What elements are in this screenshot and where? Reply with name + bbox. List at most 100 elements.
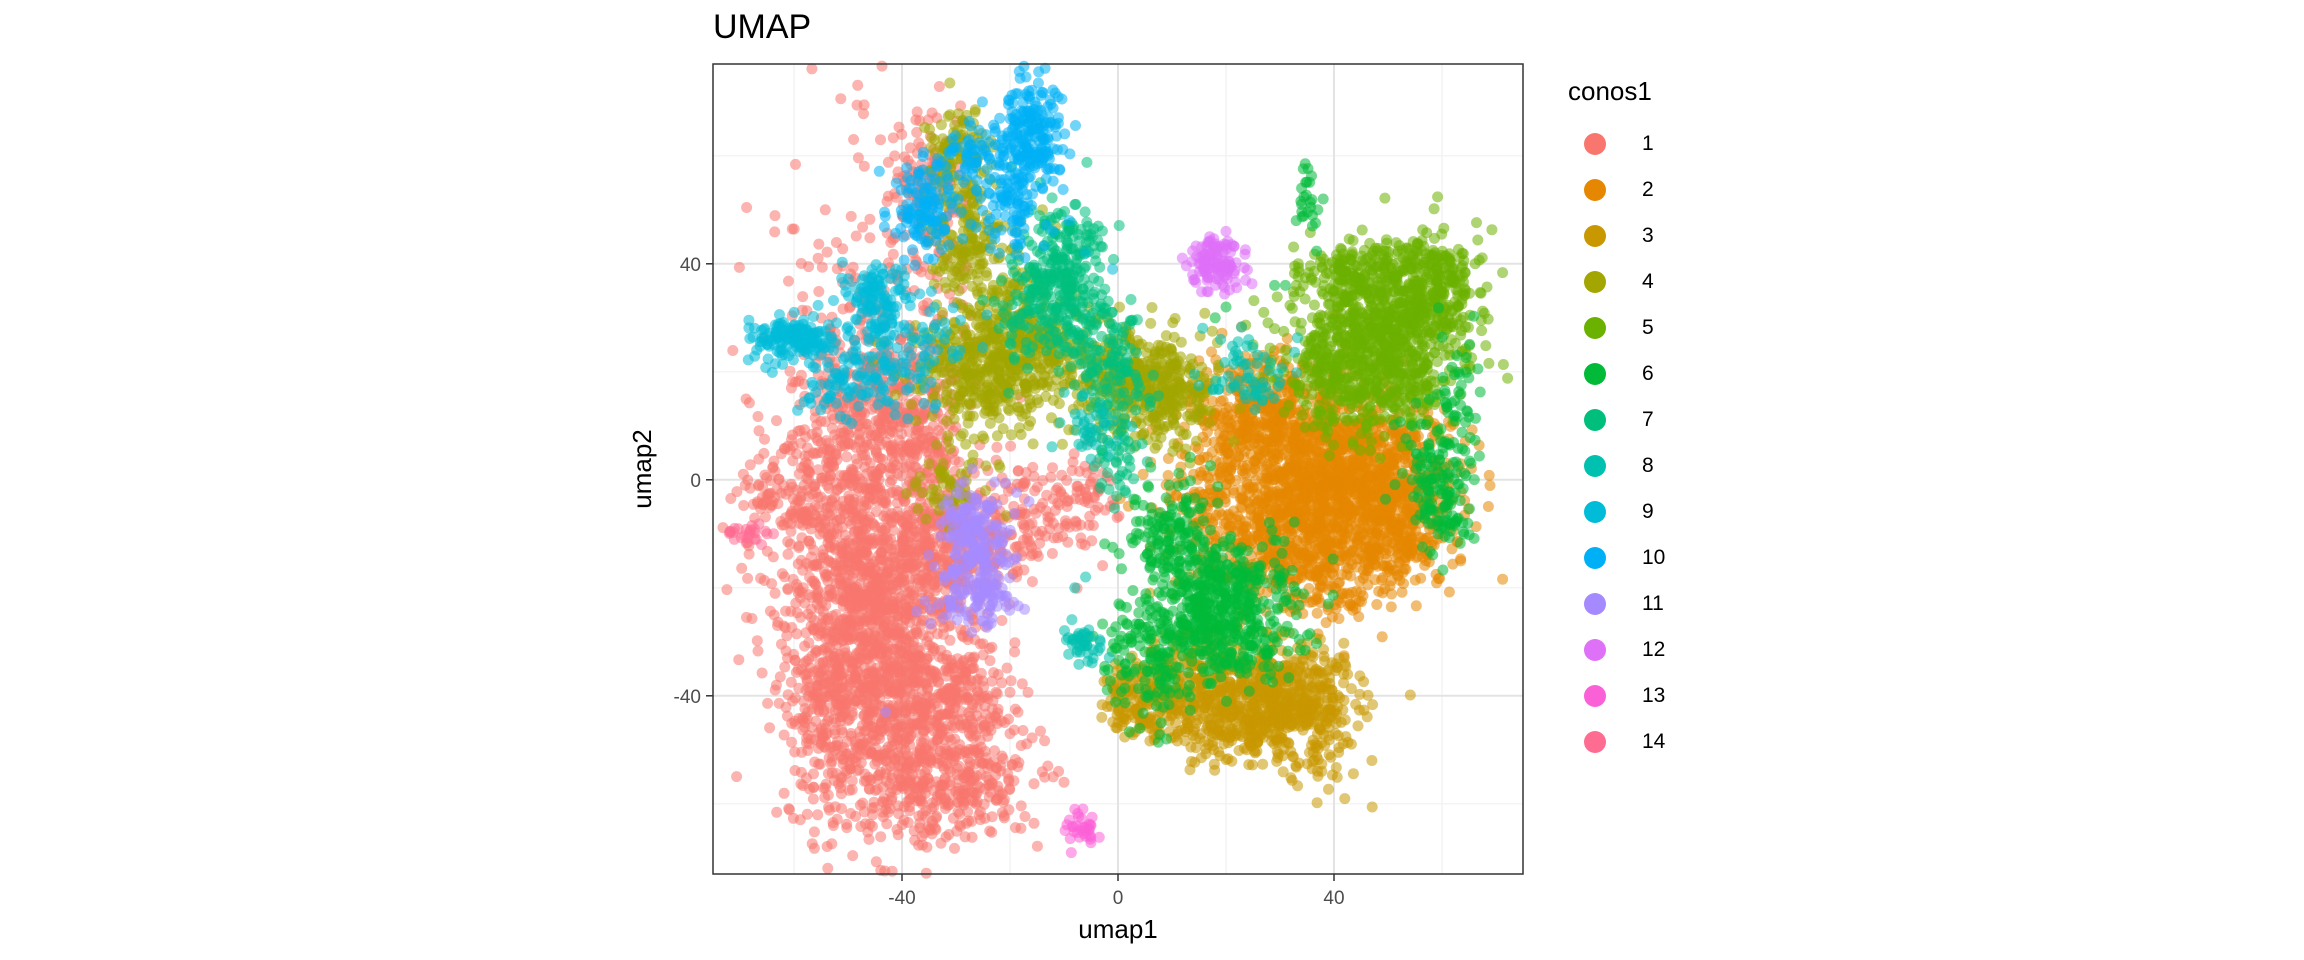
point-cluster-1 — [860, 523, 872, 535]
point-cluster-1 — [1016, 678, 1028, 690]
point-cluster-1 — [915, 790, 927, 802]
point-cluster-1 — [917, 753, 929, 765]
point-cluster-1 — [903, 794, 915, 806]
point-cluster-1 — [918, 710, 930, 722]
point-cluster-1 — [798, 506, 810, 518]
point-cluster-1 — [848, 583, 860, 595]
point-cluster-1 — [818, 657, 830, 669]
point-cluster-1 — [876, 60, 888, 72]
point-cluster-1 — [889, 629, 900, 640]
point-cluster-1 — [914, 580, 926, 592]
point-cluster-1 — [949, 842, 960, 854]
point-cluster-1 — [876, 463, 888, 475]
point-cluster-1 — [810, 715, 822, 727]
point-cluster-1 — [799, 703, 811, 715]
point-cluster-1 — [1042, 515, 1054, 527]
point-cluster-1 — [786, 736, 798, 748]
point-cluster-2 — [1385, 601, 1397, 613]
point-cluster-1 — [858, 160, 870, 172]
data-points — [717, 60, 1514, 879]
point-cluster-1 — [779, 571, 791, 583]
point-cluster-1 — [721, 584, 733, 596]
point-cluster-1 — [873, 414, 885, 426]
point-cluster-1 — [837, 596, 849, 607]
point-cluster-1 — [850, 602, 862, 614]
point-cluster-1 — [873, 432, 884, 444]
point-cluster-1 — [850, 230, 862, 242]
point-cluster-1 — [827, 817, 839, 829]
point-cluster-1 — [819, 204, 831, 216]
point-cluster-1 — [808, 781, 820, 793]
point-cluster-1 — [762, 697, 774, 709]
point-cluster-1 — [803, 261, 815, 273]
point-cluster-1 — [803, 637, 815, 649]
point-cluster-1 — [971, 770, 982, 782]
point-cluster-1 — [968, 651, 980, 663]
point-cluster-1 — [948, 755, 960, 767]
point-cluster-1 — [905, 436, 917, 448]
point-cluster-1 — [743, 548, 755, 560]
point-cluster-1 — [852, 652, 864, 664]
point-cluster-1 — [852, 152, 864, 164]
point-cluster-1 — [782, 548, 794, 560]
point-cluster-1 — [798, 461, 810, 472]
point-cluster-1 — [843, 427, 855, 439]
point-cluster-1 — [871, 596, 883, 608]
point-cluster-1 — [1057, 530, 1069, 542]
point-cluster-1 — [773, 697, 785, 709]
point-cluster-1 — [771, 483, 783, 495]
point-cluster-1 — [895, 682, 907, 694]
point-cluster-1 — [980, 708, 991, 720]
point-cluster-1 — [863, 427, 875, 438]
point-cluster-1 — [1015, 800, 1027, 812]
point-cluster-1 — [866, 537, 878, 549]
point-cluster-1 — [845, 210, 857, 222]
point-cluster-1 — [979, 812, 991, 824]
point-cluster-1 — [837, 727, 848, 739]
point-cluster-1 — [744, 482, 756, 494]
point-cluster-1 — [782, 689, 794, 701]
point-cluster-1 — [906, 558, 918, 570]
point-cluster-1 — [834, 653, 846, 665]
point-cluster-1 — [731, 771, 743, 783]
point-cluster-1 — [1036, 525, 1048, 537]
point-cluster-1 — [920, 867, 932, 879]
point-cluster-1 — [806, 63, 818, 75]
point-cluster-1 — [971, 744, 983, 756]
point-cluster-1 — [784, 365, 796, 377]
point-cluster-1 — [898, 626, 910, 638]
point-cluster-1 — [870, 506, 882, 518]
point-cluster-1 — [1009, 637, 1021, 649]
point-cluster-1 — [879, 618, 891, 630]
point-cluster-1 — [816, 261, 828, 273]
point-cluster-1 — [847, 850, 859, 862]
point-cluster-1 — [982, 762, 994, 774]
point-cluster-1 — [833, 566, 844, 578]
point-cluster-1 — [1003, 804, 1015, 816]
point-cluster-1 — [952, 796, 964, 808]
point-cluster-1 — [824, 741, 836, 753]
point-cluster-1 — [819, 782, 831, 794]
point-cluster-1 — [892, 610, 904, 622]
point-cluster-1 — [831, 499, 843, 511]
point-cluster-1 — [826, 588, 838, 600]
point-cluster-1 — [1018, 519, 1030, 531]
point-cluster-1 — [767, 496, 779, 507]
point-cluster-1 — [979, 719, 991, 731]
point-cluster-1 — [767, 462, 779, 474]
point-cluster-1 — [770, 679, 782, 691]
point-cluster-1 — [842, 634, 854, 646]
point-cluster-1 — [899, 151, 911, 163]
point-cluster-1 — [831, 618, 843, 630]
point-cluster-1 — [803, 535, 815, 547]
point-cluster-1 — [996, 615, 1008, 626]
point-cluster-1 — [991, 441, 1003, 453]
point-cluster-1 — [817, 549, 829, 561]
point-cluster-1 — [1053, 765, 1065, 777]
point-cluster-1 — [836, 671, 848, 682]
point-cluster-1 — [844, 760, 856, 772]
point-cluster-1 — [858, 108, 869, 120]
point-cluster-1 — [911, 106, 923, 118]
point-cluster-1 — [962, 806, 974, 818]
point-cluster-1 — [965, 663, 977, 675]
